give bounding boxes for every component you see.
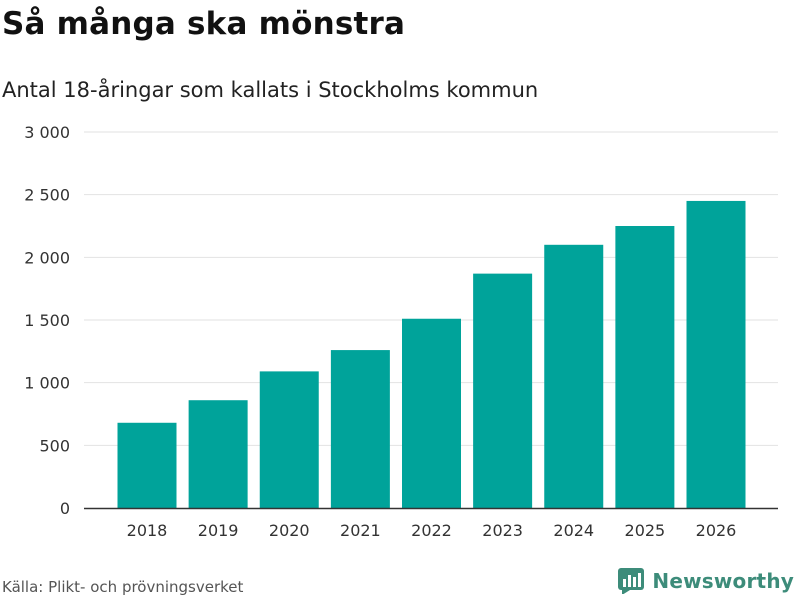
x-tick-label: 2026	[696, 521, 737, 540]
x-tick-label: 2024	[553, 521, 594, 540]
y-tick-label: 1 500	[24, 311, 70, 330]
y-tick-label: 0	[60, 499, 70, 518]
bar-2022	[402, 318, 461, 508]
x-tick-label: 2025	[625, 521, 666, 540]
y-tick-label: 500	[39, 436, 70, 455]
bar-2024	[544, 244, 604, 509]
source-note: Källa: Plikt- och prövningsverket	[2, 578, 244, 596]
bar-2026	[686, 200, 746, 508]
x-tick-label: 2022	[411, 521, 452, 540]
x-tick-label: 2019	[198, 521, 239, 540]
x-tick-label: 2023	[482, 521, 523, 540]
chart-title: Så många ska mönstra	[2, 6, 406, 42]
brand-name: Newsworthy	[652, 569, 794, 593]
bar-2018	[117, 422, 177, 508]
y-tick-label: 3 000	[24, 123, 70, 142]
x-axis-tick-labels: 2018 2019 2020 2021 2022 2023 2024 2025 2026	[127, 521, 737, 540]
y-tick-label: 2 000	[24, 248, 70, 267]
bar-2019	[188, 400, 248, 508]
x-tick-label: 2021	[340, 521, 381, 540]
x-tick-label: 2018	[127, 521, 168, 540]
brand-logo[interactable]: Newsworthy	[618, 568, 794, 594]
x-tick-label: 2020	[269, 521, 310, 540]
bar-2025	[615, 226, 675, 508]
bar-2020	[259, 371, 319, 508]
bar-2023	[473, 273, 533, 508]
bar-chart-logo-icon	[618, 568, 645, 594]
y-tick-label: 2 500	[24, 186, 70, 205]
y-axis-tick-labels: 0 500 1 000 1 500 2 000 2 500 3 000	[24, 123, 70, 518]
bars	[117, 200, 746, 509]
bar-2021	[330, 350, 390, 508]
y-tick-label: 1 000	[24, 374, 70, 393]
chart-subtitle: Antal 18-åringar som kallats i Stockholm…	[2, 78, 539, 102]
